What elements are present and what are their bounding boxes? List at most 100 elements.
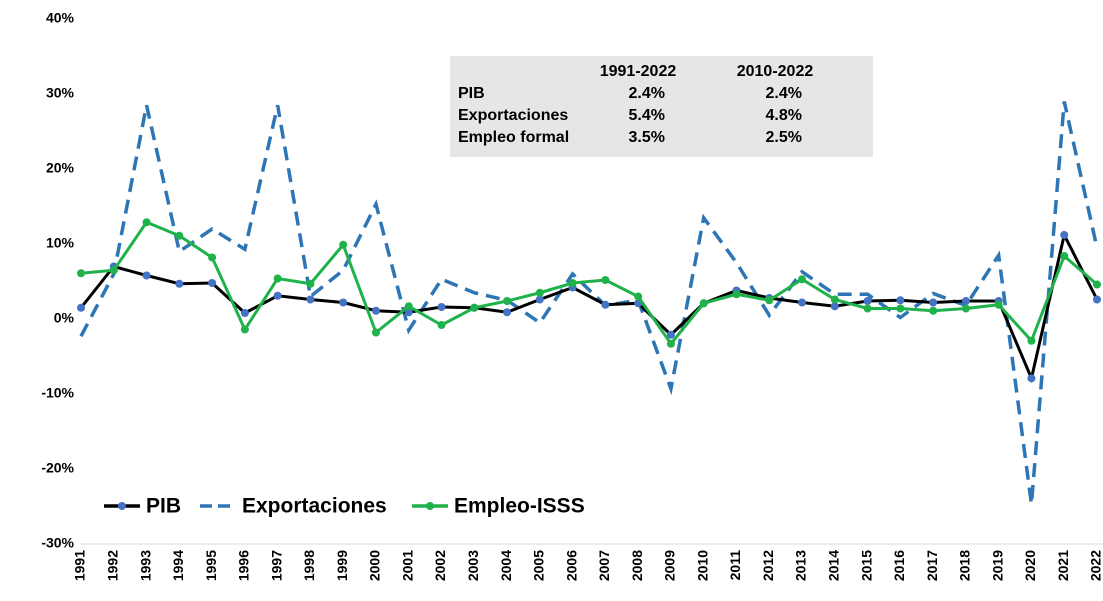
series-marker	[142, 271, 151, 280]
series-marker	[666, 330, 675, 339]
x-tick-label: 2002	[432, 550, 448, 581]
series-marker	[1060, 252, 1069, 260]
y-tick-label: -30%	[41, 535, 74, 551]
series-marker	[863, 304, 872, 313]
series-marker	[77, 269, 85, 278]
series-marker	[666, 339, 675, 348]
series-marker	[175, 231, 184, 240]
y-tick-label: 20%	[46, 160, 75, 176]
series-marker	[503, 308, 512, 317]
x-tick-label: 2008	[629, 550, 645, 581]
series-marker	[371, 328, 380, 337]
table-row-label: Empleo formal	[458, 129, 569, 146]
legend-label: PIB	[146, 495, 181, 518]
series-marker	[240, 325, 249, 334]
x-tick-label: 2005	[531, 550, 547, 581]
series-line	[79, 101, 1099, 505]
x-tick-label: 2001	[399, 550, 415, 581]
x-tick-label: 2010	[694, 550, 710, 581]
series-marker	[929, 306, 938, 315]
series-marker	[601, 276, 610, 284]
x-tick-label: 1996	[236, 550, 252, 581]
y-tick-label: 0%	[54, 310, 75, 326]
series-marker	[994, 300, 1003, 309]
series-marker	[1093, 280, 1101, 289]
x-tick-label: 2014	[826, 550, 842, 581]
x-tick-label: 2009	[662, 550, 678, 581]
series-marker	[339, 298, 348, 307]
series-marker	[699, 299, 708, 308]
legend-marker	[118, 502, 126, 510]
x-tick-label: 1991	[72, 550, 88, 581]
series-marker	[208, 279, 217, 287]
series-marker	[175, 279, 184, 288]
y-tick-label: 30%	[46, 85, 75, 101]
x-tick-label: 2018	[957, 550, 973, 581]
x-tick-label: 2011	[727, 550, 743, 581]
table-cell: 5.4%	[629, 107, 665, 124]
x-tick-label: 2016	[891, 550, 907, 581]
x-tick-label: 2019	[989, 550, 1005, 581]
series-marker	[503, 297, 512, 305]
table-cell: 3.5%	[629, 129, 665, 146]
x-tick-label: 2012	[760, 550, 776, 581]
table-cell: 2.4%	[766, 85, 802, 102]
x-tick-label: 2020	[1022, 550, 1038, 581]
series-marker	[404, 308, 413, 317]
series-marker	[634, 292, 643, 301]
legend-label: Exportaciones	[242, 495, 387, 518]
x-tick-label: 2021	[1055, 550, 1071, 581]
x-tick-label: 1993	[137, 550, 153, 581]
series-marker	[142, 218, 151, 227]
table-background	[450, 56, 873, 157]
series-marker	[798, 298, 807, 307]
series-marker	[1093, 295, 1101, 304]
x-tick-label: 1995	[203, 550, 219, 581]
table-header: 2010-2022	[737, 63, 814, 80]
series-marker	[798, 275, 807, 284]
series-marker	[208, 253, 217, 262]
x-tick-label: 1999	[334, 550, 350, 581]
table-header: 1991-2022	[600, 63, 677, 80]
series-line	[80, 220, 1098, 347]
table-cell: 2.5%	[766, 129, 802, 146]
x-tick-label: 2000	[367, 550, 383, 581]
series-marker	[1060, 231, 1069, 239]
series-marker	[929, 298, 938, 307]
table-row-label: Exportaciones	[458, 107, 568, 124]
x-tick-label: 2015	[858, 550, 874, 581]
series-marker	[568, 279, 577, 287]
series-marker	[437, 303, 446, 311]
series-marker	[961, 304, 970, 313]
series-marker	[535, 295, 544, 304]
legend-label: Empleo-ISSS	[454, 495, 585, 518]
x-tick-label: 1997	[268, 550, 284, 581]
series-marker	[830, 302, 839, 311]
series-marker	[306, 295, 315, 304]
series-marker	[601, 300, 610, 309]
table-row-label: PIB	[458, 85, 485, 102]
y-tick-label: 10%	[46, 235, 75, 251]
y-tick-label: -20%	[41, 460, 74, 476]
legend-marker	[426, 502, 434, 510]
table-cell: 4.8%	[766, 107, 802, 124]
series-marker	[273, 274, 282, 283]
series-marker	[273, 291, 282, 300]
x-tick-label: 1994	[170, 550, 186, 581]
x-tick-label: 2006	[563, 550, 579, 581]
series-marker	[306, 279, 315, 288]
series-marker	[470, 303, 479, 312]
series-marker	[732, 290, 741, 299]
x-tick-label: 2022	[1088, 550, 1103, 581]
series-marker	[404, 302, 413, 311]
series-marker	[339, 240, 348, 249]
series-marker	[896, 296, 905, 305]
series-marker	[961, 297, 970, 305]
y-tick-label: -10%	[41, 385, 74, 401]
series-marker	[1027, 336, 1036, 345]
x-tick-label: 1998	[301, 550, 317, 581]
series-marker	[437, 321, 446, 329]
series-marker	[863, 297, 872, 305]
x-tick-label: 2017	[924, 550, 940, 581]
